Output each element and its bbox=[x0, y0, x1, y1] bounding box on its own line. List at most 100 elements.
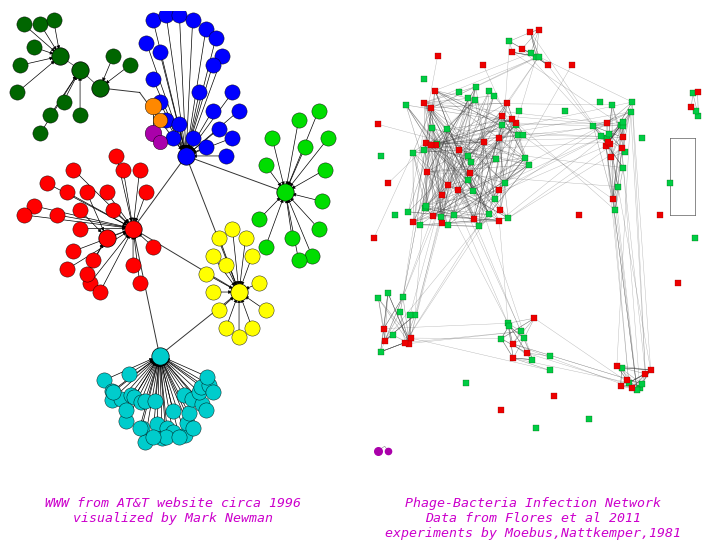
Point bbox=[84, 279, 96, 287]
Point bbox=[382, 179, 394, 187]
Point bbox=[523, 160, 534, 169]
Point bbox=[463, 93, 474, 102]
Point bbox=[233, 333, 245, 342]
Point bbox=[227, 133, 238, 142]
Point bbox=[690, 233, 701, 242]
Point bbox=[507, 48, 518, 57]
Point bbox=[14, 61, 26, 70]
Point bbox=[617, 133, 629, 141]
Point bbox=[534, 52, 545, 61]
Point bbox=[187, 424, 199, 433]
Point bbox=[610, 206, 621, 215]
Point bbox=[233, 106, 245, 115]
Point bbox=[28, 201, 40, 210]
Point bbox=[35, 20, 46, 29]
Point bbox=[227, 224, 238, 233]
Point bbox=[161, 424, 173, 433]
Point bbox=[559, 106, 570, 115]
Point bbox=[101, 233, 112, 242]
Point bbox=[692, 87, 703, 96]
Point bbox=[134, 165, 145, 174]
Point bbox=[115, 394, 127, 403]
Point bbox=[634, 384, 646, 393]
Point bbox=[453, 88, 464, 97]
Point bbox=[207, 252, 218, 260]
Point bbox=[654, 211, 665, 219]
Point bbox=[588, 122, 599, 131]
Point bbox=[420, 204, 431, 212]
Point bbox=[147, 433, 158, 442]
Point bbox=[369, 233, 380, 242]
Point bbox=[316, 197, 328, 206]
Point bbox=[603, 138, 614, 146]
Point bbox=[525, 49, 536, 58]
Point bbox=[12, 88, 23, 97]
Point bbox=[41, 179, 53, 187]
Point bbox=[468, 215, 480, 224]
Point bbox=[404, 339, 415, 348]
Point bbox=[516, 327, 527, 336]
Point bbox=[497, 111, 508, 120]
Point bbox=[382, 288, 394, 297]
Point bbox=[464, 169, 476, 178]
Point bbox=[453, 146, 464, 154]
Point bbox=[516, 44, 528, 53]
Point bbox=[266, 133, 278, 142]
Point bbox=[213, 124, 225, 133]
Point bbox=[465, 158, 477, 166]
Point bbox=[207, 106, 218, 115]
Point bbox=[293, 116, 305, 124]
Point bbox=[420, 138, 431, 147]
Point bbox=[493, 217, 505, 226]
Point bbox=[418, 98, 430, 107]
Point bbox=[382, 447, 394, 455]
Point bbox=[213, 233, 225, 242]
Point bbox=[544, 366, 556, 375]
Point bbox=[619, 147, 631, 156]
Point bbox=[372, 120, 383, 129]
Point bbox=[154, 351, 166, 360]
Point bbox=[484, 86, 495, 95]
Point bbox=[312, 106, 324, 115]
Point bbox=[124, 61, 135, 70]
Point bbox=[180, 152, 192, 160]
Point bbox=[375, 152, 387, 160]
Point bbox=[107, 206, 119, 215]
Point bbox=[510, 120, 521, 129]
Point bbox=[253, 215, 265, 224]
Point bbox=[685, 103, 697, 112]
Point bbox=[693, 112, 704, 120]
Point bbox=[147, 16, 158, 24]
Point bbox=[606, 100, 618, 109]
Point bbox=[194, 88, 205, 97]
Point bbox=[426, 104, 437, 112]
Point bbox=[127, 224, 139, 233]
Point bbox=[74, 224, 86, 233]
Point bbox=[573, 211, 585, 219]
Point bbox=[300, 143, 311, 151]
Point bbox=[426, 124, 438, 132]
Point bbox=[617, 117, 629, 126]
Point bbox=[287, 233, 298, 242]
Point bbox=[503, 321, 515, 330]
Point bbox=[690, 107, 701, 116]
Point bbox=[135, 397, 146, 406]
Point bbox=[478, 138, 490, 146]
Text: Phage-Bacteria Infection Network
Data from Flores et al 2011
experiments by Moeb: Phage-Bacteria Infection Network Data fr… bbox=[384, 497, 681, 540]
Point bbox=[134, 424, 145, 433]
Point bbox=[200, 406, 212, 414]
Point bbox=[81, 188, 92, 197]
Point bbox=[151, 420, 163, 428]
Point bbox=[74, 206, 86, 215]
Point bbox=[203, 380, 215, 389]
Point bbox=[502, 98, 513, 107]
Point bbox=[617, 163, 629, 172]
Point bbox=[61, 188, 73, 197]
Point bbox=[518, 334, 530, 342]
Point bbox=[154, 138, 166, 147]
Point bbox=[507, 115, 518, 124]
Point bbox=[510, 119, 522, 127]
Point bbox=[665, 179, 676, 187]
Point bbox=[136, 424, 148, 433]
Point bbox=[495, 334, 507, 343]
